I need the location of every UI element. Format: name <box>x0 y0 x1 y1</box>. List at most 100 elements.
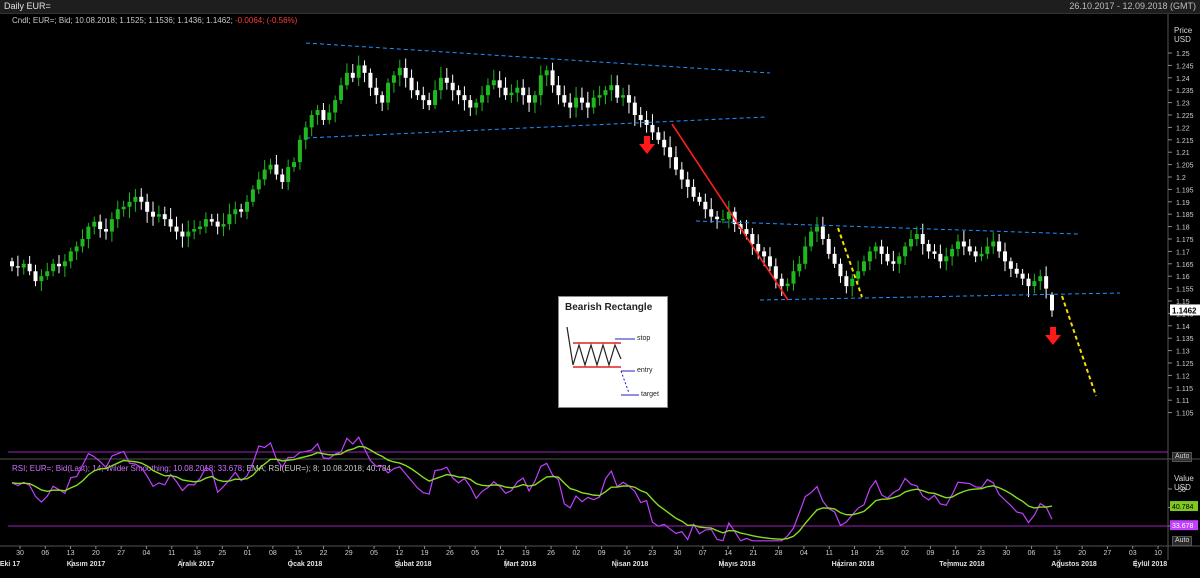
candle-body <box>344 72 349 86</box>
candle-body <box>844 276 849 287</box>
candle-body <box>450 82 455 91</box>
x-day-label: 16 <box>952 550 960 557</box>
candle-body <box>773 266 778 279</box>
candle-body <box>427 100 432 106</box>
inset-entry-label: entry <box>637 367 653 374</box>
candle-body <box>562 95 567 103</box>
candle-body <box>309 115 314 128</box>
candle-body <box>127 201 132 207</box>
x-month-label: Mart 2018 <box>504 561 536 568</box>
x-day-label: 30 <box>16 550 24 557</box>
price-tick-label: 1.13 <box>1176 349 1190 356</box>
candle-body <box>791 271 796 284</box>
candle-body <box>521 87 526 96</box>
x-day-label: 27 <box>1104 550 1112 557</box>
x-day-label: 23 <box>648 550 656 557</box>
candle-body <box>991 241 996 247</box>
candle-body <box>1002 251 1007 262</box>
candle-body <box>380 95 385 103</box>
x-day-label: 20 <box>92 550 100 557</box>
candles-group <box>10 55 1054 317</box>
candle-body <box>703 201 708 210</box>
candle-body <box>979 253 984 257</box>
price-tick-label: 1.235 <box>1176 88 1194 95</box>
candle-body <box>386 82 391 103</box>
candle-body <box>68 251 73 262</box>
candle-body <box>62 261 67 267</box>
price-tick-label: 1.2 <box>1176 175 1186 182</box>
price-auto-button[interactable]: Auto <box>1172 452 1193 462</box>
candle-body <box>550 70 555 86</box>
candle-body <box>944 256 949 262</box>
price-tick-label: 1.17 <box>1176 249 1190 256</box>
candle-body <box>74 246 79 252</box>
candle-body <box>245 201 250 212</box>
candle-body <box>321 110 326 120</box>
candle-body <box>350 72 355 78</box>
x-day-label: 11 <box>826 550 833 557</box>
candle-body <box>438 77 443 91</box>
candle-body <box>192 229 197 232</box>
candle-body <box>168 219 173 227</box>
candle-body <box>268 164 273 170</box>
candle-body <box>621 95 626 98</box>
x-month-label: Eki 17 <box>0 561 20 568</box>
candle-body <box>497 80 502 88</box>
candle-body <box>715 216 720 220</box>
candle-body <box>820 226 825 239</box>
candle-body <box>156 214 161 217</box>
candle-body <box>1044 276 1049 289</box>
x-day-label: 27 <box>117 550 125 557</box>
x-day-label: 09 <box>598 550 606 557</box>
x-day-label: 30 <box>1002 550 1010 557</box>
candle-body <box>1008 261 1013 269</box>
candle-body <box>21 263 26 268</box>
price-tick-label: 1.205 <box>1176 163 1194 170</box>
candle-body <box>415 90 420 96</box>
candle-body <box>80 239 85 247</box>
candle-body <box>1026 278 1031 287</box>
x-month-label: Nisan 2018 <box>612 561 649 568</box>
candle-body <box>873 246 878 252</box>
candle-body <box>527 95 532 103</box>
candle-body <box>233 209 238 215</box>
candle-body <box>262 169 267 180</box>
candle-body <box>180 231 185 237</box>
candle-body <box>955 241 960 249</box>
candle-body <box>767 256 772 267</box>
ema-value-box <box>1170 501 1198 512</box>
candle-body <box>27 263 32 272</box>
candle-body <box>421 95 426 101</box>
x-day-label: 25 <box>876 550 884 557</box>
x-day-label: 09 <box>927 550 935 557</box>
x-day-label: 21 <box>749 550 757 557</box>
x-day-label: 16 <box>623 550 631 557</box>
candle-body <box>662 139 667 148</box>
candle-body <box>691 186 696 197</box>
price-tick-label: 1.25 <box>1176 51 1190 58</box>
candle-body <box>480 95 485 103</box>
x-month-label: Eylül 2018 <box>1133 561 1167 568</box>
candle-body <box>174 226 179 232</box>
candle-body <box>403 67 408 78</box>
candle-body <box>809 231 814 247</box>
candle-body <box>115 209 120 220</box>
rsi-legend: RSI; EUR=; Bid(Last); 14; Wilder Smoothi… <box>12 464 391 473</box>
rectangle-top-line <box>695 220 1079 235</box>
price-legend: Cndl; EUR=; Bid; 10.08.2018; 1.1525; 1.1… <box>12 16 297 25</box>
breakdown-arrow-2-stem <box>1050 327 1056 335</box>
rsi-tick-label: 50 <box>1178 487 1186 494</box>
candle-body <box>744 229 749 235</box>
candle-body <box>133 196 138 202</box>
x-day-label: 25 <box>218 550 226 557</box>
candle-body <box>297 139 302 163</box>
candle-body <box>720 219 725 221</box>
candle-body <box>198 226 203 230</box>
candle-body <box>1050 294 1054 311</box>
price-tick-label: 1.155 <box>1176 287 1194 294</box>
price-tick-label: 1.16 <box>1176 274 1190 281</box>
inset-target-label: target <box>641 391 659 398</box>
candle-body <box>591 97 596 108</box>
candle-body <box>33 271 38 282</box>
